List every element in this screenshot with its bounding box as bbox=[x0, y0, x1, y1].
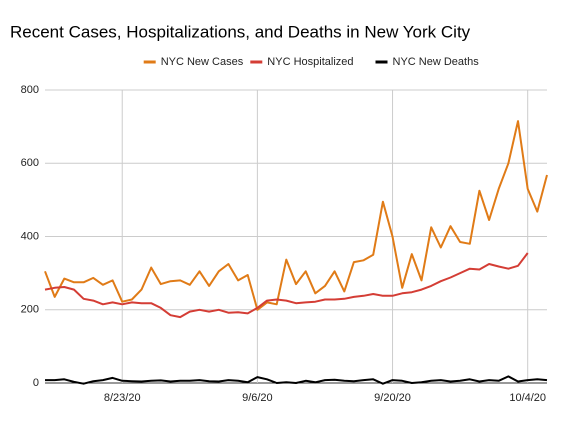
legend-label: NYC Hospitalized bbox=[267, 56, 353, 68]
legend-label: NYC New Deaths bbox=[393, 56, 480, 68]
y-tick-label: 600 bbox=[21, 157, 39, 169]
chart-title: Recent Cases, Hospitalizations, and Deat… bbox=[10, 22, 471, 41]
x-tick-label: 10/4/20 bbox=[509, 392, 546, 404]
series-line bbox=[44, 252, 529, 319]
legend-label: NYC New Cases bbox=[161, 56, 244, 68]
y-tick-label: 200 bbox=[21, 304, 39, 316]
x-tick-label: 9/6/20 bbox=[242, 392, 273, 404]
y-tick-label: 800 bbox=[21, 84, 39, 96]
series-line bbox=[45, 375, 548, 385]
x-tick-label: 9/20/20 bbox=[374, 392, 411, 404]
x-tick-label: 8/23/20 bbox=[104, 392, 141, 404]
series-line bbox=[44, 120, 548, 311]
y-tick-label: 400 bbox=[21, 230, 39, 242]
y-tick-label: 0 bbox=[33, 377, 39, 389]
